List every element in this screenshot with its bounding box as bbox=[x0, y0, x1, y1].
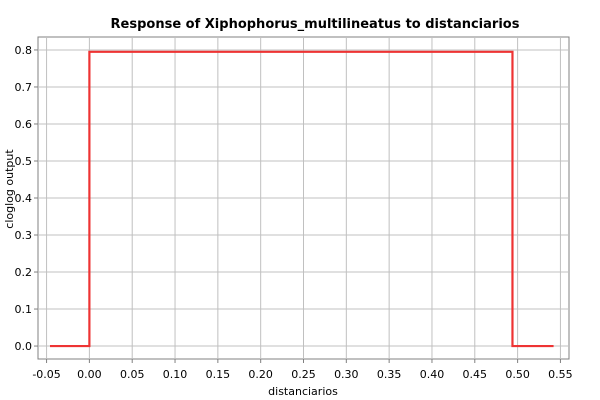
y-tick-label: 0.0 bbox=[15, 340, 33, 353]
x-tick-label: 0.40 bbox=[420, 368, 445, 381]
x-tick-label: 0.30 bbox=[334, 368, 359, 381]
x-tick-label: 0.35 bbox=[377, 368, 402, 381]
y-tick-label: 0.2 bbox=[15, 266, 33, 279]
y-tick-label: 0.3 bbox=[15, 229, 33, 242]
x-tick-label: 0.20 bbox=[248, 368, 273, 381]
y-tick-label: 0.7 bbox=[15, 81, 33, 94]
y-tick-label: 0.8 bbox=[15, 44, 33, 57]
grid-lines bbox=[38, 37, 569, 359]
y-tick-label: 0.5 bbox=[15, 155, 33, 168]
axis-ticks bbox=[34, 49, 561, 363]
x-tick-label: 0.15 bbox=[206, 368, 231, 381]
y-axis-label: cloglog output bbox=[3, 149, 16, 229]
y-tick-labels: 0.0 0.1 0.2 0.3 0.4 0.5 0.6 0.7 0.8 bbox=[15, 44, 33, 353]
x-tick-label: 0.05 bbox=[120, 368, 145, 381]
x-tick-label: -0.05 bbox=[32, 368, 60, 381]
y-tick-label: 0.1 bbox=[15, 303, 33, 316]
x-tick-label: 0.50 bbox=[505, 368, 530, 381]
x-tick-labels: -0.05 0.00 0.05 0.10 0.15 0.20 0.25 0.30 0.35 0.4… bbox=[32, 368, 572, 381]
y-tick-label: 0.4 bbox=[15, 192, 33, 205]
chart-title: Response of Xiphophorus_multilineatus to… bbox=[111, 17, 520, 32]
response-curve bbox=[49, 50, 554, 348]
x-tick-label: 0.10 bbox=[163, 368, 188, 381]
x-axis-label: distanciarios bbox=[268, 385, 338, 398]
x-tick-label: 0.25 bbox=[291, 368, 316, 381]
x-tick-label: 0.55 bbox=[548, 368, 573, 381]
y-tick-label: 0.6 bbox=[15, 118, 33, 131]
series-layer bbox=[49, 50, 554, 348]
x-tick-label: 0.45 bbox=[463, 368, 488, 381]
x-tick-label: 0.00 bbox=[77, 368, 102, 381]
